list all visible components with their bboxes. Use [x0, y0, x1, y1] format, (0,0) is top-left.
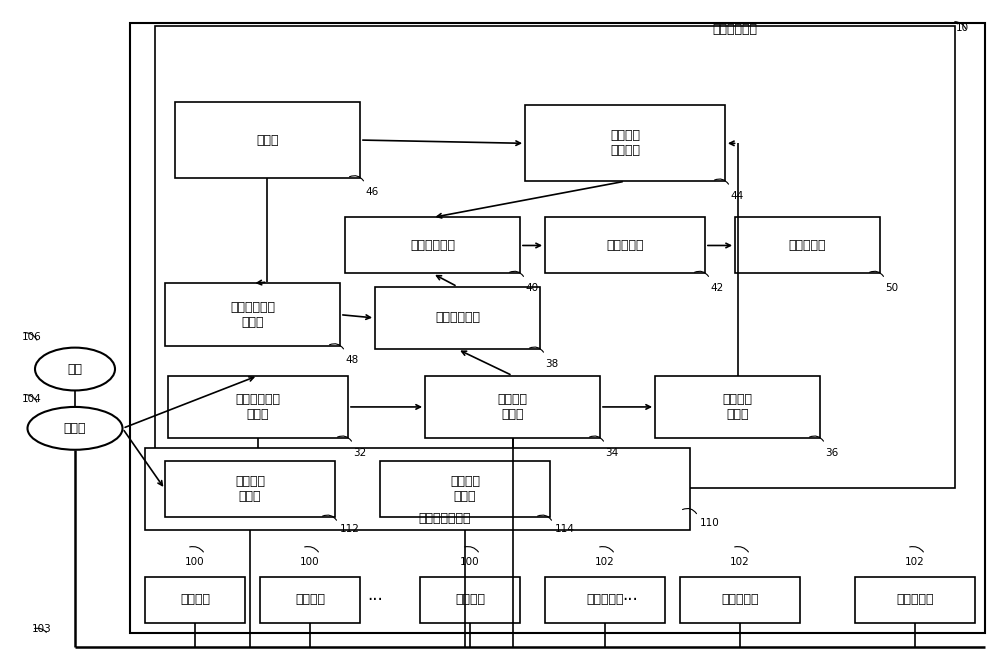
Text: 运行状态
存储部: 运行状态 存储部: [450, 475, 480, 503]
Text: 114: 114: [555, 524, 575, 534]
Text: 103: 103: [32, 624, 52, 635]
Text: 102: 102: [730, 557, 750, 567]
Bar: [260, 577, 360, 623]
Text: 贡献度存储部: 贡献度存储部: [410, 239, 455, 252]
Text: 功耗存储部: 功耗存储部: [789, 239, 826, 252]
Text: 34: 34: [605, 447, 618, 458]
Text: 32: 32: [353, 447, 366, 458]
Text: 对象设备: 对象设备: [180, 593, 210, 606]
Text: 48: 48: [345, 355, 358, 366]
Bar: [145, 448, 690, 530]
Text: 合计功率向量
生成部: 合计功率向量 生成部: [236, 393, 280, 421]
Text: 非监视设备: 非监视设备: [586, 593, 624, 606]
Text: 状态矩阵
生成部: 状态矩阵 生成部: [498, 393, 528, 421]
Bar: [525, 105, 725, 181]
Text: 44: 44: [730, 190, 743, 201]
Bar: [130, 23, 985, 633]
Text: 电能表: 电能表: [64, 422, 86, 435]
Ellipse shape: [35, 348, 115, 390]
Text: 非监视设备: 非监视设备: [896, 593, 934, 606]
Text: 36: 36: [825, 447, 838, 458]
Text: 42: 42: [710, 283, 723, 293]
Text: 10: 10: [955, 23, 969, 34]
Text: 38: 38: [545, 358, 558, 369]
Text: 102: 102: [905, 557, 925, 567]
Text: 对象设备: 对象设备: [455, 593, 485, 606]
Bar: [345, 217, 520, 273]
Bar: [655, 376, 820, 438]
Text: 46: 46: [365, 187, 378, 198]
Text: 贡献度估计部: 贡献度估计部: [435, 312, 480, 324]
Bar: [175, 102, 360, 178]
Text: 功耗估计装置: 功耗估计装置: [712, 23, 758, 36]
Text: 非监视设备: 非监视设备: [721, 593, 759, 606]
Bar: [155, 26, 955, 488]
Text: 模式选择矩阵
生成部: 模式选择矩阵 生成部: [230, 301, 275, 329]
Text: 明细计算部: 明细计算部: [606, 239, 644, 252]
Text: 100: 100: [185, 557, 205, 567]
Bar: [425, 376, 600, 438]
Text: 106: 106: [22, 332, 42, 343]
Bar: [680, 577, 800, 623]
Bar: [855, 577, 975, 623]
Text: 102: 102: [595, 557, 615, 567]
Text: 对象设备: 对象设备: [295, 593, 325, 606]
Text: 110: 110: [700, 517, 720, 528]
Text: 参照信号
生成部: 参照信号 生成部: [722, 393, 753, 421]
Bar: [420, 577, 520, 623]
Text: 聚类部: 聚类部: [256, 134, 279, 146]
Text: 112: 112: [340, 524, 360, 534]
Text: 建筑物管理系统: 建筑物管理系统: [419, 512, 471, 525]
Text: 非监视功
耗计算部: 非监视功 耗计算部: [610, 129, 640, 158]
Bar: [545, 577, 665, 623]
Text: 40: 40: [525, 283, 538, 293]
Text: 50: 50: [885, 283, 898, 293]
Text: 电源: 电源: [68, 362, 82, 376]
Bar: [375, 287, 540, 349]
Bar: [168, 376, 348, 438]
Bar: [380, 461, 550, 517]
Bar: [145, 577, 245, 623]
Text: 100: 100: [460, 557, 480, 567]
Text: 100: 100: [300, 557, 320, 567]
Bar: [165, 461, 335, 517]
Text: ···: ···: [367, 590, 383, 609]
Bar: [545, 217, 705, 273]
Ellipse shape: [28, 407, 122, 450]
Bar: [735, 217, 880, 273]
Bar: [165, 283, 340, 346]
Text: ···: ···: [622, 590, 638, 609]
Text: 104: 104: [22, 394, 42, 405]
Text: 合计功耗
存储部: 合计功耗 存储部: [235, 475, 265, 503]
